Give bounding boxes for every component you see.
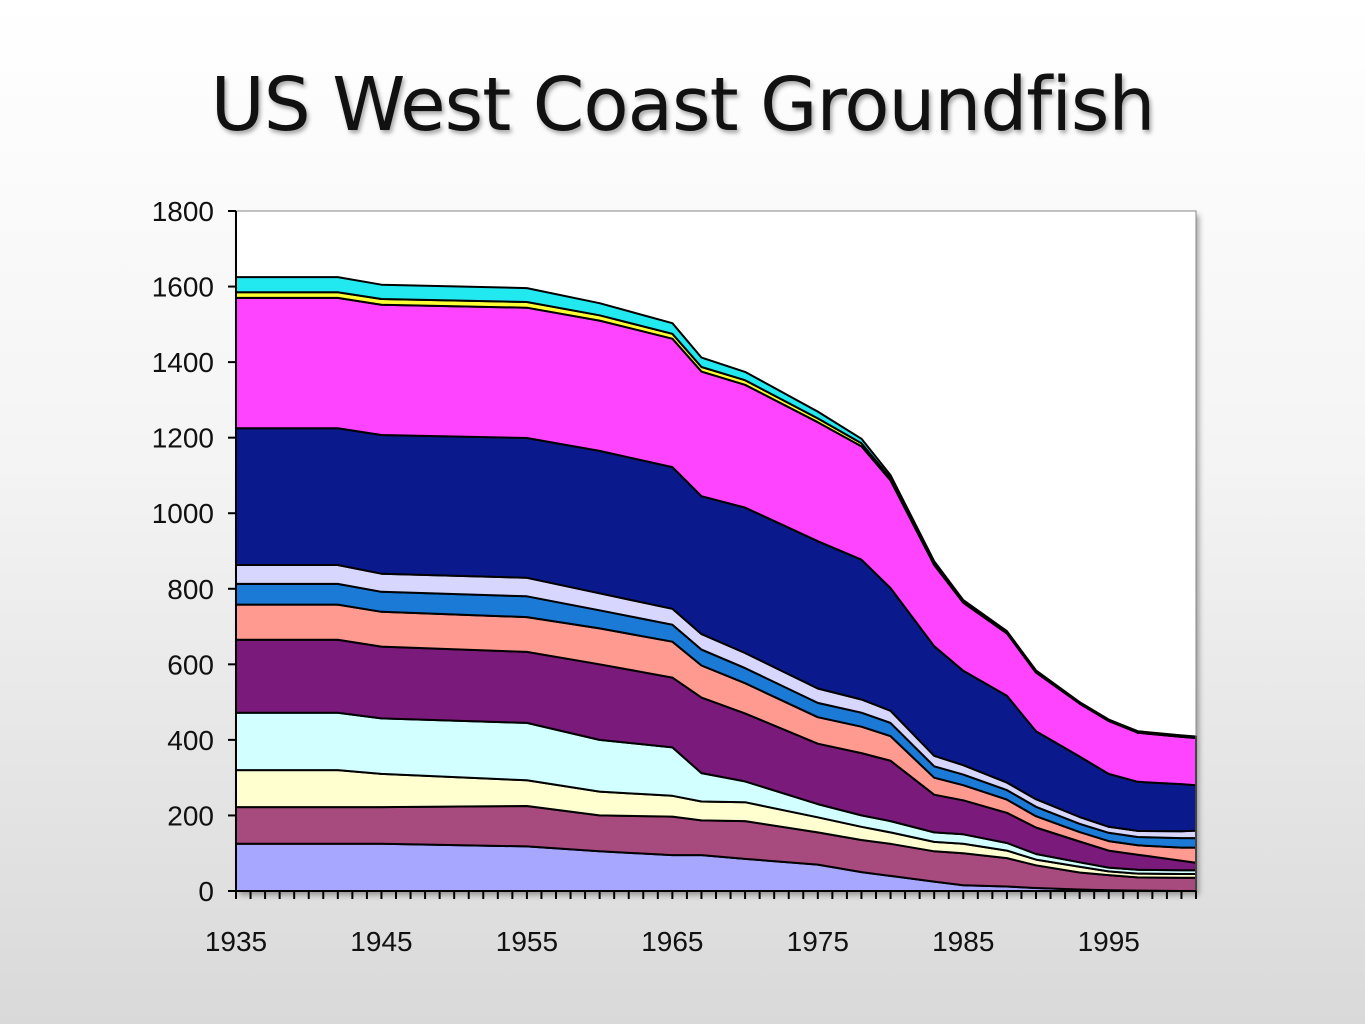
x-tick-label: 1975 [787,926,849,957]
y-tick-label: 1400 [152,347,214,378]
y-tick-label: 1800 [152,196,214,227]
y-tick-label: 0 [198,876,214,907]
x-tick-label: 1935 [205,926,267,957]
axes-group: 0 200 400 600 800 1000 1200 1400 1600 1800 1935 194… [152,196,1197,957]
slide-title: US West Coast Groundfish [210,62,1156,148]
y-tick-label: 600 [167,649,214,680]
y-tick-label: 1000 [152,498,214,529]
x-tick-label: 1995 [1078,926,1140,957]
area-series-group [235,210,1197,892]
y-tick-label: 400 [167,725,214,756]
y-tick-label: 1600 [152,272,214,303]
y-tick-label: 200 [167,800,214,831]
y-tick-label: 1200 [152,423,214,454]
x-tick-label: 1945 [350,926,412,957]
x-tick-label: 1955 [496,926,558,957]
y-tick-label: 800 [167,574,214,605]
x-tick-label: 1985 [932,926,994,957]
x-tick-label: 1965 [641,926,703,957]
